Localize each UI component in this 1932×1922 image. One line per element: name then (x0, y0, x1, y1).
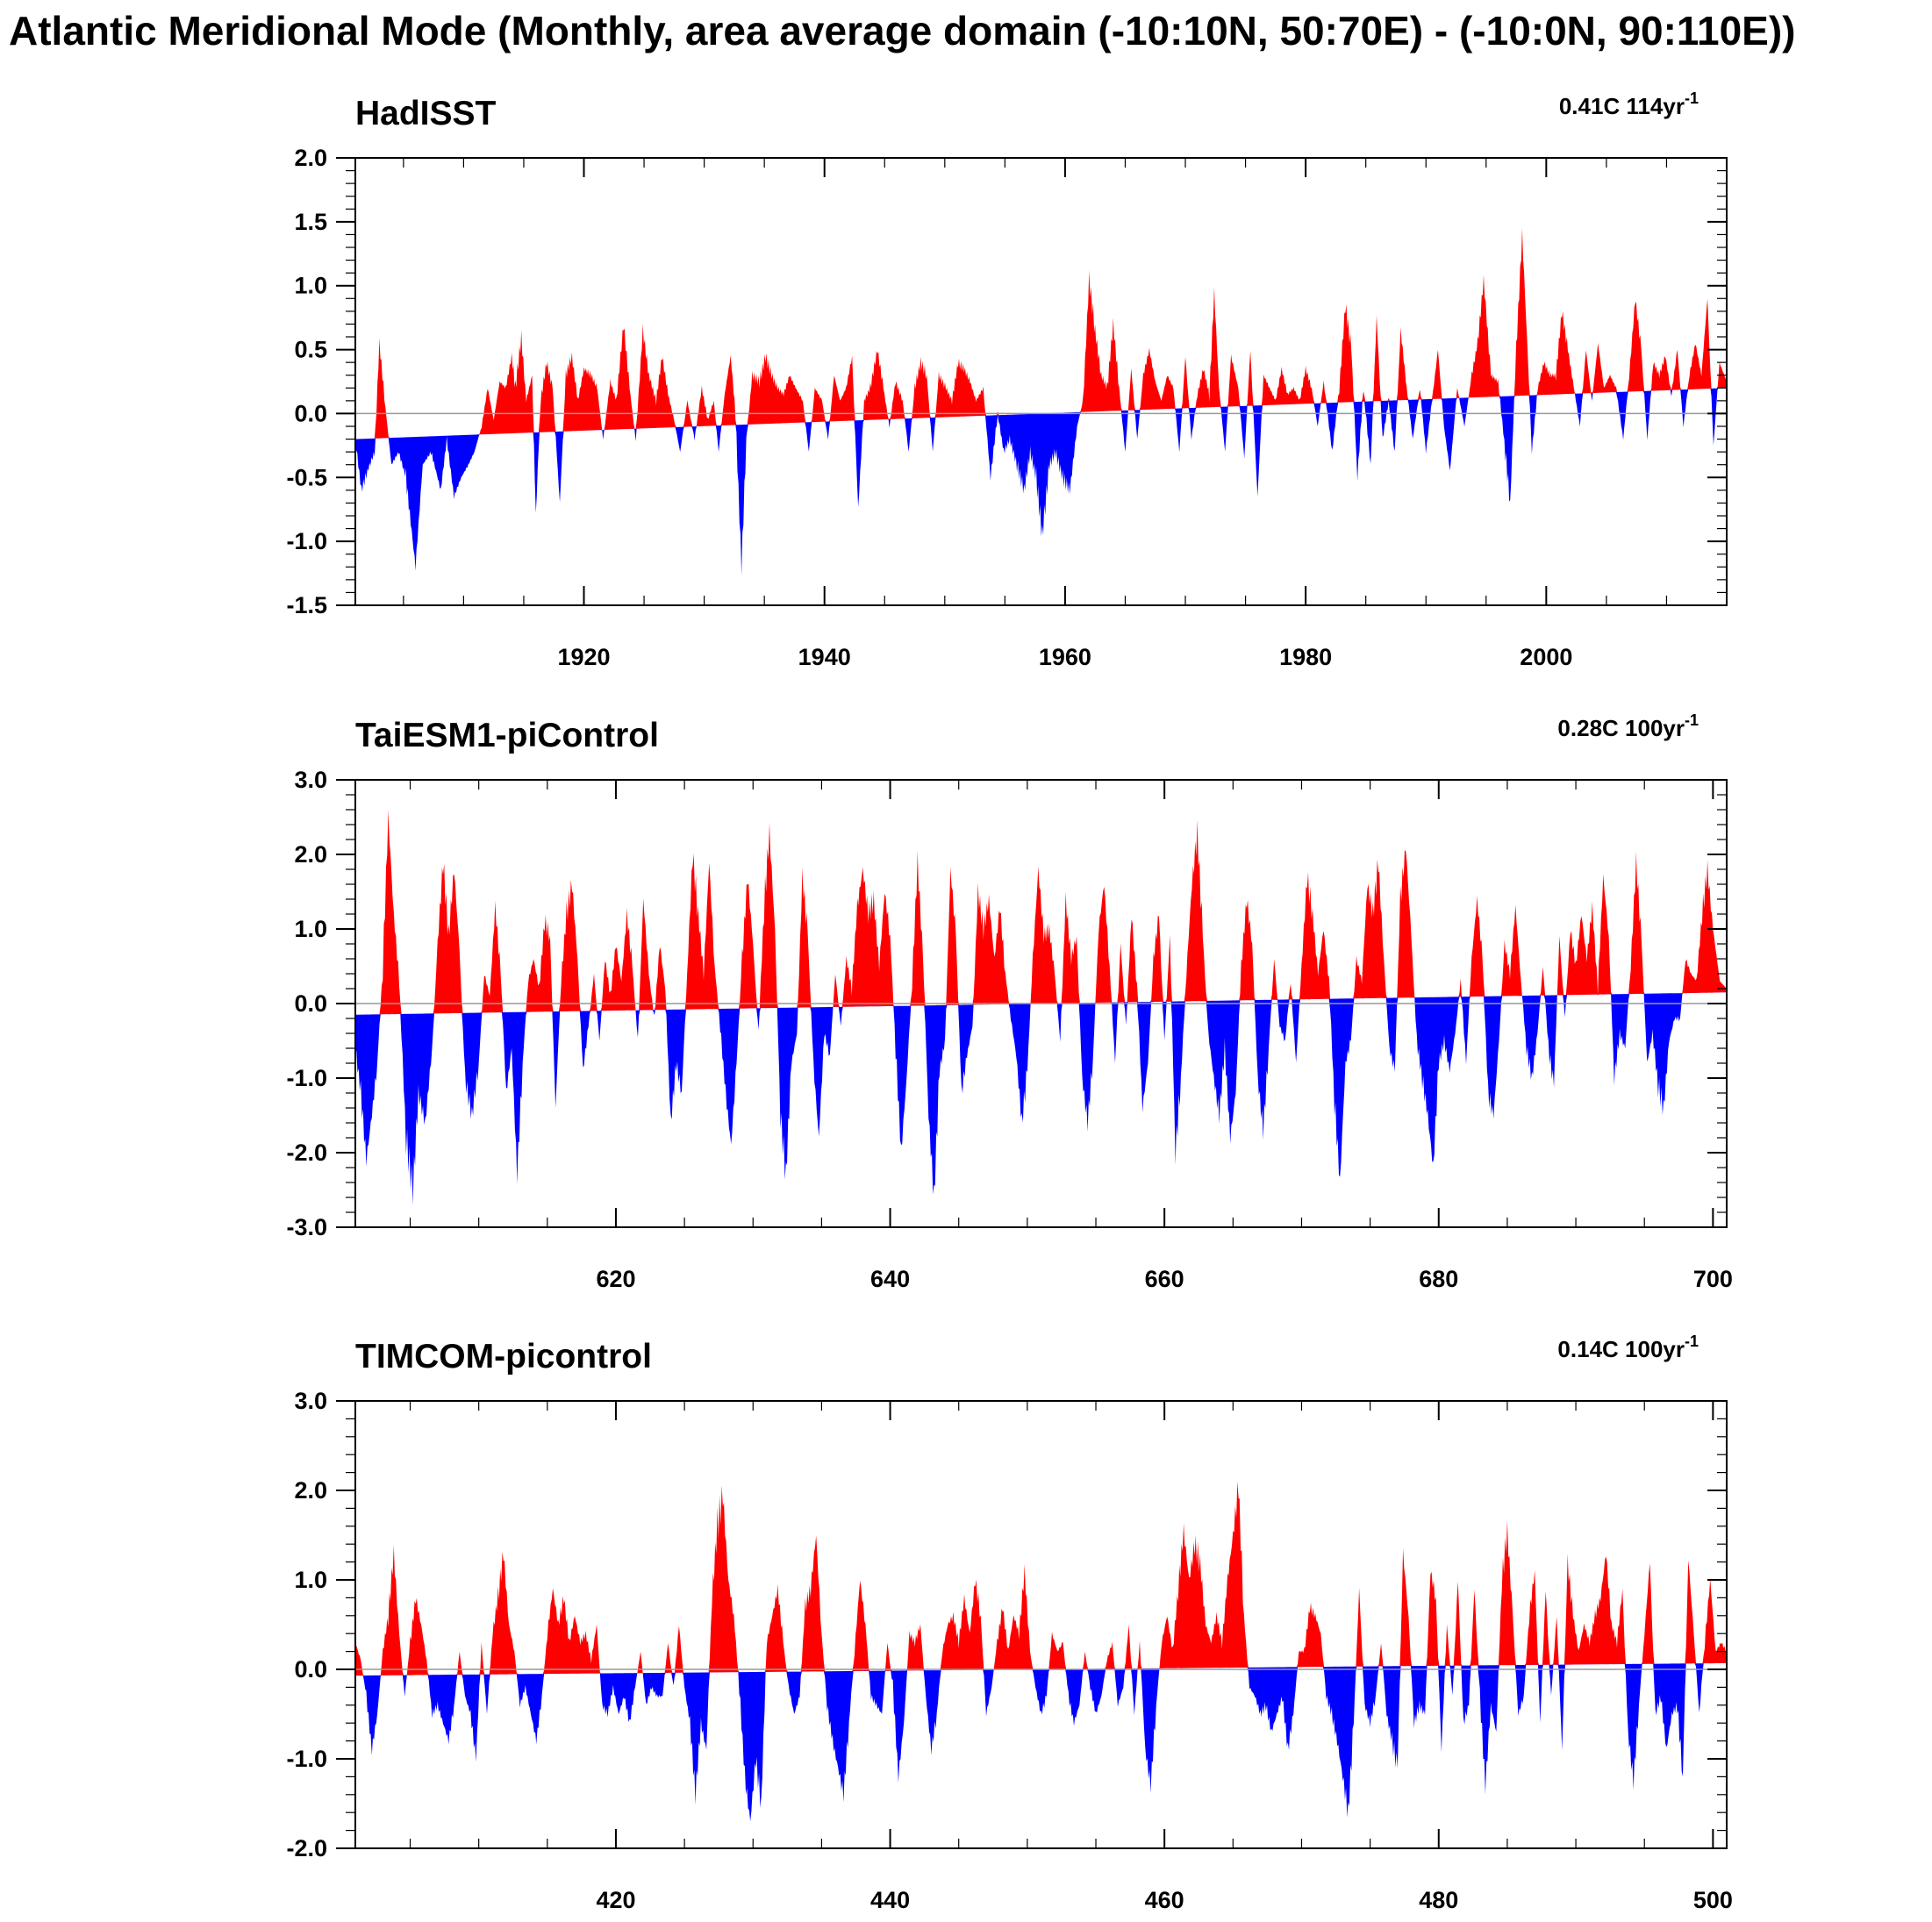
x-tick-label: 480 (1419, 1887, 1458, 1913)
panel-title: TIMCOM-picontrol (355, 1338, 652, 1375)
x-tick-label: 500 (1693, 1887, 1733, 1913)
y-tick-label: 1.0 (294, 273, 327, 299)
trend-label: 0.28C 100yr-1 (1557, 711, 1699, 741)
y-tick-label: 1.0 (294, 916, 327, 942)
y-tick-label: -3.0 (286, 1214, 327, 1240)
x-tick-label: 420 (596, 1887, 635, 1913)
x-tick-label: 440 (870, 1887, 910, 1913)
negative-anomaly-area (355, 388, 1727, 576)
y-tick-label: 0.0 (294, 400, 327, 426)
y-tick-label: -1.0 (286, 1065, 327, 1091)
positive-anomaly-area (355, 1481, 1727, 1676)
x-tick-label: 1980 (1279, 644, 1332, 670)
y-tick-label: 0.0 (294, 990, 327, 1017)
x-tick-label: 620 (596, 1266, 635, 1292)
positive-anomaly-area (355, 809, 1727, 1015)
plot-frame (354, 157, 1728, 606)
x-tick-label: 640 (870, 1266, 910, 1292)
x-tick-label: 1920 (557, 644, 610, 670)
x-tick-label: 680 (1419, 1266, 1458, 1292)
x-tick-label: 1940 (798, 644, 851, 670)
y-tick-label: 2.0 (294, 841, 327, 868)
x-tick-label: 1960 (1039, 644, 1091, 670)
plot-frame (354, 1400, 1728, 1849)
y-tick-label: -1.5 (286, 592, 327, 618)
y-tick-label: 1.0 (294, 1567, 327, 1593)
y-tick-label: -1.0 (286, 1746, 327, 1772)
y-tick-label: -2.0 (286, 1140, 327, 1166)
trend-label: 0.14C 100yr-1 (1557, 1333, 1699, 1362)
y-tick-label: 0.5 (294, 337, 327, 363)
chart-panel-1: HadISST 0.41C 114yr-1 2.0 1.5 1.0 0.5 0.0 -0.5 -… (286, 89, 1728, 670)
x-tick-label: 460 (1145, 1887, 1184, 1913)
chart-panel-2: TaiESM1-piControl 0.28C 100yr-1 3.0 2.0 1.0 0… (286, 711, 1732, 1292)
negative-anomaly-area (355, 992, 1727, 1205)
x-tick-label: 660 (1145, 1266, 1184, 1292)
panel-title: TaiESM1-piControl (355, 717, 659, 754)
y-tick-label: -2.0 (286, 1835, 327, 1861)
positive-anomaly-area (355, 227, 1727, 439)
y-tick-label: -1.0 (286, 528, 327, 554)
x-tick-label: 700 (1693, 1266, 1733, 1292)
y-tick-label: 1.5 (294, 209, 327, 235)
negative-anomaly-area (355, 1662, 1727, 1822)
y-tick-label: 3.0 (294, 1388, 327, 1414)
y-tick-label: 3.0 (294, 767, 327, 793)
chart-panel-3: TIMCOM-picontrol 0.14C 100yr-1 3.0 2.0 1.0 0.… (286, 1333, 1732, 1913)
trend-label: 0.41C 114yr-1 (1559, 89, 1699, 119)
y-tick-label: -0.5 (286, 464, 327, 490)
y-tick-label: 0.0 (294, 1656, 327, 1683)
main-title: Atlantic Meridional Mode (Monthly, area … (9, 8, 1796, 54)
y-tick-label: 2.0 (294, 1477, 327, 1504)
x-tick-label: 2000 (1520, 644, 1572, 670)
panel-title: HadISST (355, 95, 497, 132)
y-tick-label: 2.0 (294, 145, 327, 171)
